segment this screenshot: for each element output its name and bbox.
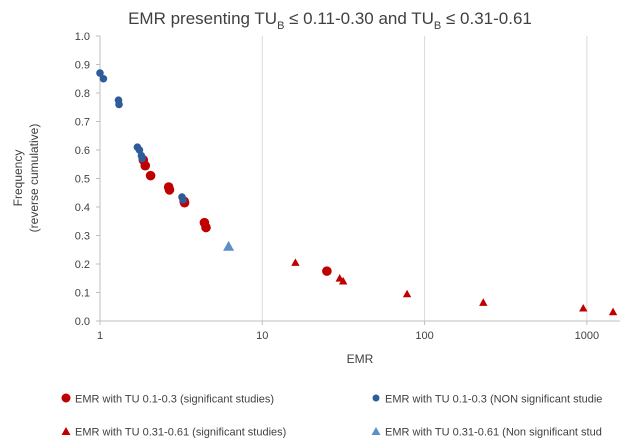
y-axis-title-line-2: (reverse cumulative) xyxy=(27,124,41,233)
legend-item-series-2: EMR with TU 0.1-0.3 (NON significant stu… xyxy=(371,393,602,406)
data-points xyxy=(96,69,618,316)
data-point-series-2 xyxy=(179,196,187,204)
tick-labels: 0.0 0.1 0.2 0.3 0.4 0.5 0.6 0.7 0.8 0.9 1.0 1 10 100 1… xyxy=(75,31,599,342)
data-point-series-1 xyxy=(145,170,156,181)
legend-marker-red-circle xyxy=(61,393,71,406)
y-tick-label: 0.8 xyxy=(75,88,90,100)
legend-label: EMR with TU 0.31-0.61 (significant studi… xyxy=(75,426,287,439)
data-point-series-3 xyxy=(608,307,618,316)
x-axis-title: EMR xyxy=(347,352,374,366)
legend-label: EMR with TU 0.1-0.3 (significant studies… xyxy=(75,393,275,406)
data-point-series-2 xyxy=(115,100,123,109)
legend-label: EMR with TU 0.31-0.61 (Non significant s… xyxy=(385,426,602,439)
chart-title: EMR presenting TUB ≤ 0.11-0.30 and TUB ≤… xyxy=(128,9,532,32)
legend-item-series-4: EMR with TU 0.31-0.61 (Non significant s… xyxy=(371,426,602,439)
x-tick-label: 1 xyxy=(97,330,103,342)
data-point-series-1 xyxy=(322,266,332,276)
y-axis-title: Frequency (reverse cumulative) xyxy=(11,124,41,233)
data-point-series-3 xyxy=(291,258,300,266)
data-point-series-1 xyxy=(140,160,151,171)
data-point-series-3 xyxy=(579,303,588,312)
legend-label: EMR with TU 0.1-0.3 (NON significant stu… xyxy=(385,393,603,406)
y-tick-label: 1.0 xyxy=(75,31,90,43)
data-point-series-3 xyxy=(338,276,348,285)
plot-area xyxy=(100,36,620,321)
y-tick-label: 0.3 xyxy=(75,231,90,243)
data-point-series-1 xyxy=(164,185,175,195)
data-point-series-2 xyxy=(96,69,104,77)
y-tick-label: 0.2 xyxy=(75,259,90,271)
data-point-series-2 xyxy=(138,154,147,163)
legend-marker-blue-triangle xyxy=(371,426,381,439)
y-tick-label: 0.9 xyxy=(75,60,90,72)
y-tick-label: 0.5 xyxy=(75,174,90,186)
legend-item-series-1: EMR with TU 0.1-0.3 (significant studies… xyxy=(61,393,274,406)
data-point-series-3 xyxy=(402,289,412,298)
y-tick-label: 0.0 xyxy=(75,316,90,328)
data-point-series-2 xyxy=(99,74,108,83)
data-point-series-1 xyxy=(201,222,211,233)
plot-area-background xyxy=(100,36,620,321)
x-tick-label: 100 xyxy=(415,330,433,342)
legend-item-series-3: EMR with TU 0.31-0.61 (significant studi… xyxy=(61,426,286,439)
legend-marker-blue-circle xyxy=(371,393,381,406)
gridlines xyxy=(261,36,588,321)
x-tick-label: 1000 xyxy=(575,330,599,342)
data-point-series-2 xyxy=(135,146,144,154)
y-tick-label: 0.7 xyxy=(75,117,90,129)
axes xyxy=(96,35,620,325)
legend-marker-red-triangle xyxy=(61,426,71,439)
x-tick-label: 10 xyxy=(256,330,268,342)
y-tick-label: 0.6 xyxy=(75,145,90,157)
y-axis-title-line-1: Frequency xyxy=(11,150,25,207)
data-point-series-3 xyxy=(479,298,488,306)
y-tick-label: 0.1 xyxy=(75,288,90,300)
data-point-series-4 xyxy=(223,240,235,251)
y-tick-label: 0.4 xyxy=(75,202,90,214)
